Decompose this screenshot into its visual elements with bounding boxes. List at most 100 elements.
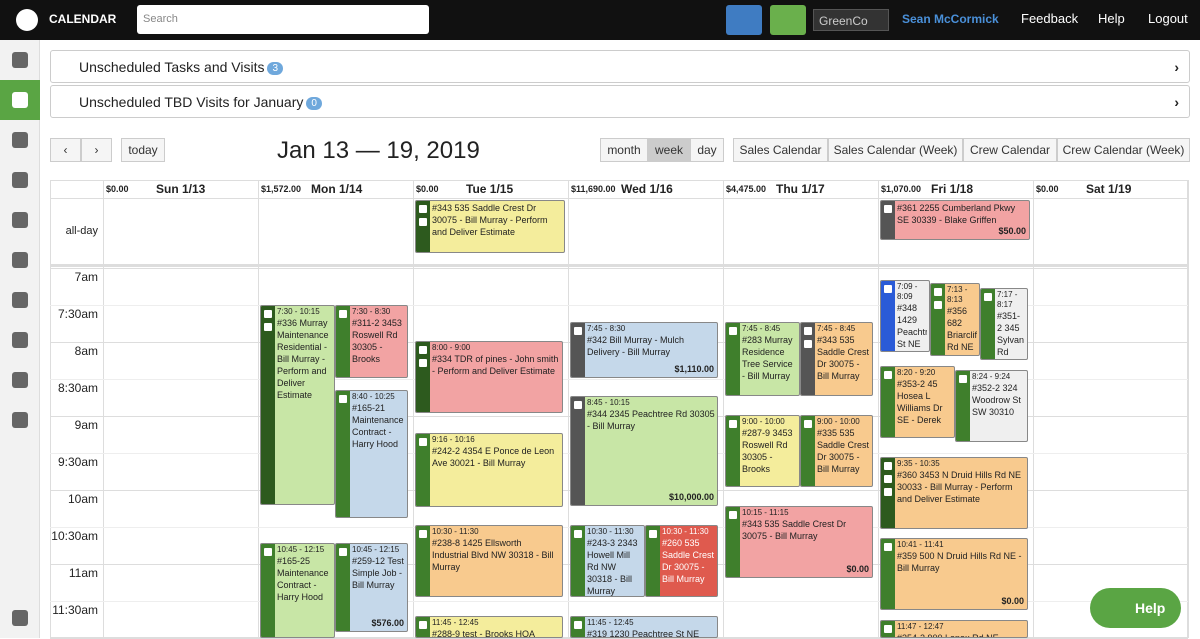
- event[interactable]: #361 2255 Cumberland Pkwy SE 30339 - Bla…: [880, 200, 1030, 240]
- event-amount: $0.00: [1001, 596, 1024, 606]
- sidebar-icon[interactable]: [12, 52, 28, 68]
- event[interactable]: 8:24 - 9:24 #352-2 324 Woodrow St SW 3031…: [955, 370, 1028, 442]
- event[interactable]: 7:45 - 8:30 #342 Bill Murray - Mulch Deli…: [570, 322, 718, 378]
- search-input[interactable]: Search: [137, 5, 429, 34]
- event-title: #351-2 345 Sylvan Rd: [997, 311, 1025, 357]
- sidebar-icon[interactable]: [12, 412, 28, 428]
- panel[interactable]: Unscheduled TBD Visits for January 0 ›: [50, 85, 1190, 118]
- event-icon: [649, 530, 657, 538]
- event[interactable]: 10:30 - 11:30 #260 535 Saddle Crest Dr 30…: [645, 525, 718, 597]
- event-icon: [884, 371, 892, 379]
- event[interactable]: 10:45 - 12:15 #259-12 Test Simple Job - B…: [335, 543, 408, 632]
- day-total: $0.00: [1036, 184, 1059, 194]
- event-strip: [261, 544, 275, 637]
- event[interactable]: 8:20 - 9:20 #353-2 45 Hosea L Williams Dr…: [880, 366, 955, 438]
- event[interactable]: 9:00 - 10:00 #335 535 Saddle Crest Dr 300…: [800, 415, 873, 487]
- sidebar-icon[interactable]: [12, 332, 28, 348]
- nav-link[interactable]: Logout: [1148, 11, 1188, 26]
- event-title: #348 1429 Peachtree St NE: [897, 303, 927, 349]
- help-button[interactable]: Help: [1090, 588, 1181, 628]
- event[interactable]: 11:45 - 12:45 #319 1230 Peachtree St NE: [570, 616, 718, 638]
- event[interactable]: 10:30 - 11:30 #243-3 2343 Howell Mill Rd …: [570, 525, 645, 597]
- badge: 0: [306, 96, 322, 110]
- event-icon: [574, 530, 582, 538]
- event-body: 7:17 - 8:17 #351-2 345 Sylvan Rd: [997, 290, 1025, 359]
- sidebar-icon[interactable]: [12, 92, 28, 108]
- sidebar-icon[interactable]: [12, 212, 28, 228]
- event[interactable]: 7:45 - 8:45 #283 Murray Residence Tree Se…: [725, 322, 800, 396]
- event-body: 10:41 - 11:41 #359 500 N Druid Hills Rd N…: [897, 540, 1025, 609]
- event[interactable]: #343 535 Saddle Crest Dr 30075 - Bill Mu…: [415, 200, 565, 253]
- event[interactable]: 10:15 - 11:15 #343 535 Saddle Crest Dr 30…: [725, 506, 873, 578]
- event-icon: [884, 205, 892, 213]
- event[interactable]: 8:00 - 9:00 #334 TDR of pines - John smit…: [415, 341, 563, 413]
- event-title: #354-2 900 Lenox Rd NE: [897, 632, 1025, 637]
- time-label: 8:30am: [57, 381, 98, 395]
- event-strip: [726, 507, 740, 577]
- user-name[interactable]: Sean McCormick: [902, 12, 999, 26]
- sidebar-icon[interactable]: [12, 292, 28, 308]
- event[interactable]: 7:45 - 8:45 #343 535 Saddle Crest Dr 3007…: [800, 322, 873, 396]
- event-strip: [881, 367, 895, 437]
- view-button[interactable]: week: [648, 138, 690, 162]
- event[interactable]: 7:13 - 8:13 #356 682 Briarcliff Rd NE: [930, 283, 980, 356]
- calendar-button[interactable]: Crew Calendar (Week): [1057, 138, 1190, 162]
- event-title: #342 Bill Murray - Mulch Delivery - Bill…: [587, 335, 685, 357]
- event[interactable]: 10:45 - 12:15 #165-25 Maintenance Contrac…: [260, 543, 335, 638]
- event-strip: [416, 434, 430, 506]
- event-time: 7:45 - 8:30: [587, 324, 626, 333]
- event[interactable]: 10:41 - 11:41 #359 500 N Druid Hills Rd N…: [880, 538, 1028, 610]
- sidebar-icon[interactable]: [12, 610, 28, 626]
- event-strip: [881, 201, 895, 239]
- event[interactable]: 9:00 - 10:00 #287-9 3453 Roswell Rd 30305…: [725, 415, 800, 487]
- event[interactable]: 7:09 - 8:09 #348 1429 Peachtree St NE: [880, 280, 930, 352]
- event-title: #165-25 Maintenance Contract - Harry Hoo…: [277, 556, 329, 602]
- company-select[interactable]: GreenCo: [813, 9, 889, 31]
- sidebar-icon[interactable]: [12, 252, 28, 268]
- event-time: 10:45 - 12:15: [277, 545, 325, 554]
- sidebar-icon[interactable]: [12, 132, 28, 148]
- event-amount: $0.00: [846, 564, 869, 574]
- event-body: 8:00 - 9:00 #334 TDR of pines - John smit…: [432, 343, 560, 412]
- event[interactable]: 7:30 - 10:15 #336 Murray Maintenance Resi…: [260, 305, 335, 505]
- next-button[interactable]: ›: [81, 138, 112, 162]
- training-button[interactable]: [770, 5, 806, 35]
- event[interactable]: 8:45 - 10:15 #344 2345 Peachtree Rd 30305…: [570, 396, 718, 506]
- view-button[interactable]: day: [690, 138, 724, 162]
- event[interactable]: 7:30 - 8:30 #311-2 3453 Roswell Rd 30305 …: [335, 305, 408, 378]
- event[interactable]: 9:35 - 10:35 #360 3453 N Druid Hills Rd N…: [880, 457, 1028, 529]
- clock-button[interactable]: [726, 5, 762, 35]
- day-label: Sat 1/19: [1086, 182, 1132, 196]
- nav-link[interactable]: Help: [1098, 11, 1125, 26]
- view-button[interactable]: month: [600, 138, 648, 162]
- event-icon: [729, 327, 737, 335]
- event-body: 8:24 - 9:24 #352-2 324 Woodrow St SW 3031…: [972, 372, 1025, 441]
- event[interactable]: 11:47 - 12:47#354-2 900 Lenox Rd NE: [880, 620, 1028, 638]
- event[interactable]: 11:45 - 12:45 #288-9 test - Brooks HOA: [415, 616, 563, 638]
- grid-line: [50, 198, 1188, 199]
- event-time: 7:30 - 10:15: [277, 307, 320, 316]
- event-strip: [336, 306, 350, 377]
- calendar-button[interactable]: Sales Calendar: [733, 138, 828, 162]
- calendar-button[interactable]: Crew Calendar: [963, 138, 1057, 162]
- prev-button[interactable]: ‹: [50, 138, 81, 162]
- sidebar-icon[interactable]: [12, 172, 28, 188]
- event-title: #344 2345 Peachtree Rd 30305 - Bill Murr…: [587, 409, 715, 431]
- event[interactable]: 9:16 - 10:16 #242-2 4354 E Ponce de Leon …: [415, 433, 563, 507]
- event-time: 11:45 - 12:45: [432, 618, 479, 627]
- event[interactable]: 8:40 - 10:25 #165-21 Maintenance Contract…: [335, 390, 408, 518]
- sidebar-icon[interactable]: [12, 372, 28, 388]
- day-label: Wed 1/16: [621, 182, 673, 196]
- nav-link[interactable]: Feedback: [1021, 11, 1079, 26]
- event[interactable]: 10:30 - 11:30 #238-8 1425 Ellsworth Indus…: [415, 525, 563, 597]
- event-body: #361 2255 Cumberland Pkwy SE 30339 - Bla…: [897, 202, 1027, 239]
- event[interactable]: 7:17 - 8:17 #351-2 345 Sylvan Rd: [980, 288, 1028, 360]
- panel[interactable]: Unscheduled Tasks and Visits 3 ›: [50, 50, 1190, 83]
- today-button[interactable]: today: [121, 138, 165, 162]
- grid-line: [723, 180, 724, 638]
- event-title: #260 535 Saddle Crest Dr 30075 - Bill Mu…: [662, 538, 715, 584]
- calendar-button[interactable]: Sales Calendar (Week): [828, 138, 963, 162]
- day-label: Mon 1/14: [311, 182, 363, 196]
- event-body: 10:15 - 11:15 #343 535 Saddle Crest Dr 30…: [742, 508, 870, 577]
- event-body: 11:45 - 12:45 #319 1230 Peachtree St NE: [587, 618, 715, 637]
